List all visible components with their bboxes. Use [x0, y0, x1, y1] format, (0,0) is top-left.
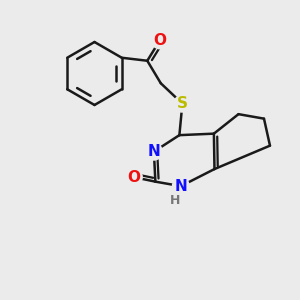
- Circle shape: [152, 32, 168, 49]
- Circle shape: [170, 195, 181, 206]
- Circle shape: [172, 178, 189, 194]
- Circle shape: [146, 143, 162, 160]
- Text: N: N: [175, 178, 187, 194]
- Circle shape: [174, 95, 191, 112]
- Text: N: N: [148, 144, 160, 159]
- Text: S: S: [177, 96, 188, 111]
- Text: O: O: [153, 33, 167, 48]
- Text: H: H: [170, 194, 181, 207]
- Circle shape: [125, 169, 142, 185]
- Text: O: O: [127, 169, 140, 184]
